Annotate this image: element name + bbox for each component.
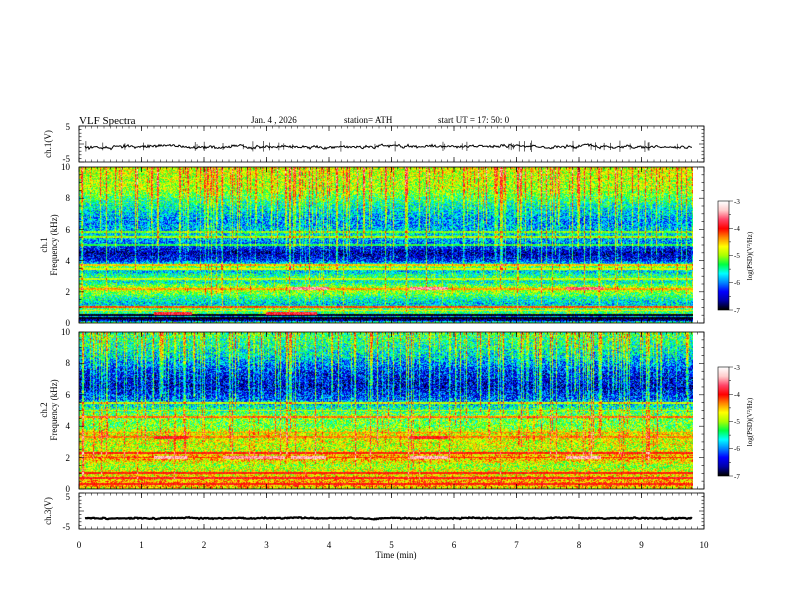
waveform-line bbox=[84, 143, 692, 151]
ch2-ytick-label: 4 bbox=[66, 421, 71, 431]
ch1-cbtick: -6 bbox=[734, 279, 740, 287]
x-tick-label: 7 bbox=[514, 540, 519, 550]
ch2-ylabel-frequency: Frequency (kHz) bbox=[49, 379, 59, 440]
ch1-ytick-label: 0 bbox=[66, 318, 71, 328]
ch3-waveform-trace bbox=[84, 515, 693, 521]
ch1-ytick-bottom: -5 bbox=[63, 154, 71, 164]
ch2-cbtick: -5 bbox=[734, 418, 740, 426]
ch3-waveform-panel: 5 -5 ch.3(V) bbox=[43, 492, 705, 532]
ch1-colorbar-ticks bbox=[729, 200, 733, 311]
ch2-cbtick: -3 bbox=[734, 364, 740, 372]
ch3-ytick-bottom: -5 bbox=[63, 522, 71, 532]
ch2-spectrogram-panel: 0 2 4 6 8 10 ch.2 Frequency (kHz) bbox=[39, 327, 705, 494]
ch2-spectrogram-ticks bbox=[78, 331, 705, 490]
ch1-spectrogram-image bbox=[79, 167, 693, 323]
x-tick-label: 8 bbox=[577, 540, 582, 550]
ch2-ytick-label: 6 bbox=[66, 390, 71, 400]
ch1-colorbar: -3 -4 -5 -6 -7 log(PSD)(V²/Hz) bbox=[717, 198, 754, 315]
ch1-ytick-label: 8 bbox=[66, 193, 71, 203]
x-tick-label: 10 bbox=[700, 540, 710, 550]
ch3-ylabel: ch.3(V) bbox=[43, 497, 53, 525]
x-tick-label: 6 bbox=[452, 540, 457, 550]
ch2-ytick-label: 8 bbox=[66, 358, 71, 368]
ch1-colorbar-label: log(PSD)(V²/Hz) bbox=[746, 231, 754, 280]
x-tick-label: 4 bbox=[327, 540, 332, 550]
ch1-ytick-label: 4 bbox=[66, 256, 71, 266]
ch2-colorbar-ticks bbox=[729, 366, 733, 477]
x-axis: 0 1 2 3 4 5 6 7 8 9 10 Time (min) bbox=[77, 540, 709, 560]
ch1-ylabel-frequency: Frequency (kHz) bbox=[49, 214, 59, 275]
ch3-waveform-frame bbox=[78, 492, 705, 530]
x-tick-label: 5 bbox=[389, 540, 394, 550]
ch2-ytick-label: 0 bbox=[66, 484, 71, 494]
x-tick-label: 0 bbox=[77, 540, 82, 550]
station-label: station= ATH bbox=[344, 115, 393, 125]
ch2-cbtick: -7 bbox=[734, 473, 740, 481]
ch1-spectrogram-ticks bbox=[78, 166, 705, 324]
ch2-colorbar-gradient bbox=[718, 367, 729, 476]
ch2-ytick-label: 2 bbox=[66, 453, 71, 463]
figure-title: VLF Spectra bbox=[79, 115, 136, 127]
ch1-ylabel: ch.1(V) bbox=[43, 130, 53, 158]
ch1-waveform-trace bbox=[84, 140, 692, 153]
ch2-cbtick: -4 bbox=[734, 391, 740, 399]
ch2-colorbar-label: log(PSD)(V²/Hz) bbox=[746, 397, 754, 446]
ch1-waveform-panel: 5 -5 ch.1(V) bbox=[43, 122, 705, 164]
x-tick-label: 1 bbox=[139, 540, 144, 550]
x-tick-label: 9 bbox=[639, 540, 644, 550]
ch1-ytick-label: 10 bbox=[61, 162, 71, 172]
ch2-ylabel-channel: ch.2 bbox=[39, 402, 49, 417]
ch2-colorbar: -3 -4 -5 -6 -7 log(PSD)(V²/Hz) bbox=[717, 364, 754, 481]
ch3-ytick-top: 5 bbox=[66, 492, 71, 502]
x-tick-labels: 0 1 2 3 4 5 6 7 8 9 10 bbox=[77, 540, 709, 550]
x-tick-label: 3 bbox=[264, 540, 269, 550]
start-ut-label: start UT = 17: 50: 0 bbox=[438, 115, 510, 125]
waveform-line bbox=[84, 515, 693, 521]
ch2-spectrogram-image bbox=[79, 332, 693, 489]
x-axis-label: Time (min) bbox=[376, 550, 417, 560]
ch1-ytick-labels: 0 2 4 6 8 10 bbox=[61, 162, 71, 328]
x-tick-label: 2 bbox=[202, 540, 207, 550]
date-label: Jan. 4 , 2026 bbox=[251, 115, 297, 125]
ch1-spectrogram-panel: 0 2 4 6 8 10 ch.1 Frequency (kHz) bbox=[39, 162, 705, 328]
ch1-ytick-label: 6 bbox=[66, 225, 71, 235]
ch1-waveform-ticks bbox=[78, 125, 705, 163]
ch2-ytick-labels: 0 2 4 6 8 10 bbox=[61, 327, 71, 494]
ch2-cbtick: -6 bbox=[734, 445, 740, 453]
ch1-ytick-top: 5 bbox=[66, 122, 71, 132]
ch1-cbtick: -4 bbox=[734, 225, 740, 233]
ch3-waveform-ticks bbox=[78, 492, 705, 530]
ch1-cbtick: -5 bbox=[734, 252, 740, 260]
ch2-ytick-label: 10 bbox=[61, 327, 71, 337]
ch1-colorbar-gradient bbox=[718, 201, 729, 310]
ch1-ylabel-channel: ch.1 bbox=[39, 237, 49, 252]
ch1-ytick-label: 2 bbox=[66, 287, 71, 297]
ch1-cbtick: -7 bbox=[734, 307, 740, 315]
ch1-cbtick: -3 bbox=[734, 198, 740, 206]
